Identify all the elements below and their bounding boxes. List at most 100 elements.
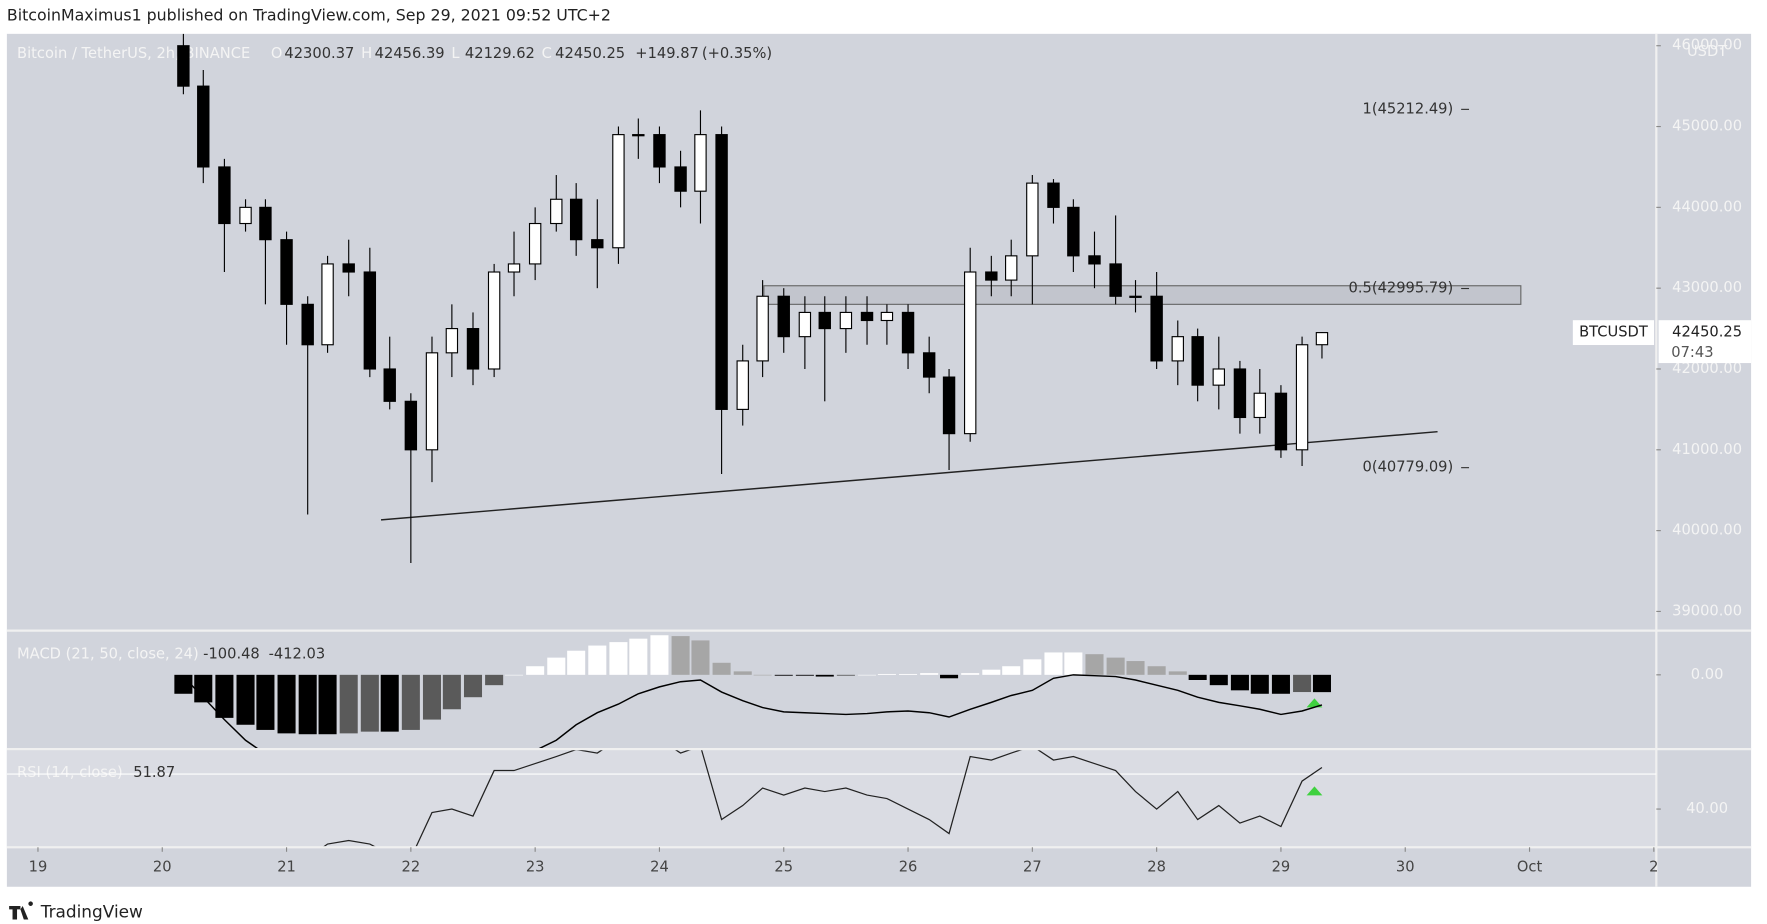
x-tick-label: 30 xyxy=(1396,859,1415,876)
candle-body xyxy=(756,295,769,362)
logo-mark xyxy=(9,901,33,920)
candle-body xyxy=(239,206,252,225)
x-tick-label: 27 xyxy=(1023,859,1042,876)
macd-histogram-bar xyxy=(1293,674,1312,693)
x-tick-label: Oct xyxy=(1517,859,1543,876)
candle-body xyxy=(715,134,728,410)
footer-logo: TradingView xyxy=(9,901,143,922)
candle-body xyxy=(507,263,521,273)
macd-histogram-bar xyxy=(194,674,213,703)
candle-body xyxy=(259,206,272,241)
candle-body xyxy=(922,352,936,378)
macd-histogram-bar xyxy=(815,674,834,677)
macd-histogram-bar xyxy=(899,673,918,675)
indicator-value: 51.87 xyxy=(133,764,175,781)
x-tick-label: 20 xyxy=(153,859,172,876)
candle-body xyxy=(1171,336,1184,362)
macd-histogram-bar xyxy=(401,674,420,730)
indicator-value: -100.48 xyxy=(203,645,260,662)
y-tick-label: 40.00 xyxy=(1686,800,1728,817)
ohlc-key: L xyxy=(451,45,460,62)
x-tick-label: 23 xyxy=(526,859,545,876)
macd-plot xyxy=(174,635,1331,748)
macd-histogram-bar xyxy=(982,669,1001,675)
macd-histogram-bar xyxy=(609,642,628,675)
x-tick-label: 29 xyxy=(1272,859,1291,876)
macd-histogram-bar xyxy=(504,674,524,676)
ohlc-value: 42456.39 xyxy=(375,45,445,62)
rsi-plot xyxy=(6,750,1657,847)
candle-body xyxy=(839,311,853,330)
candle-body xyxy=(218,166,231,225)
brand: TradingView xyxy=(40,902,143,922)
y-unit: USDT xyxy=(1687,43,1727,60)
ohlc-value: 42450.25 xyxy=(555,45,625,62)
candle-body xyxy=(177,45,190,87)
candle-body xyxy=(301,303,314,346)
rsi-title: RSI (14, close) xyxy=(17,764,123,781)
signal-arrow xyxy=(1306,786,1323,796)
candle-body xyxy=(963,271,977,435)
macd-histogram-bar xyxy=(442,674,461,710)
macd-histogram-bar xyxy=(422,674,442,720)
macd-histogram-bar xyxy=(1250,674,1269,694)
macd-histogram-bar xyxy=(650,635,669,675)
macd-histogram-bar xyxy=(1085,654,1104,675)
fib-label: 0(40779.09) xyxy=(1363,459,1454,476)
x-tick-label: 25 xyxy=(774,859,793,876)
macd-histogram-bar xyxy=(629,638,648,675)
macd-histogram-bar xyxy=(920,673,939,675)
ohlc-key: H xyxy=(361,45,372,62)
fib-label: 1(45212.49) xyxy=(1363,100,1454,117)
macd-histogram-bar xyxy=(691,640,710,675)
candle-body xyxy=(860,311,874,322)
macd-histogram-bar xyxy=(380,674,399,732)
candle-body xyxy=(404,400,418,451)
x-tick-label: 24 xyxy=(650,859,669,876)
macd-histogram-bar xyxy=(339,674,358,734)
chart-frame xyxy=(6,33,1752,887)
publisher: BitcoinMaximus1 published on TradingView… xyxy=(7,5,611,24)
candle-body xyxy=(1212,368,1225,386)
macd-histogram-bar xyxy=(1209,674,1228,686)
macd-histogram-bar xyxy=(753,674,772,676)
candle-body xyxy=(528,222,542,265)
candle-body xyxy=(1026,182,1039,257)
price-tag-countdown: 07:43 xyxy=(1671,344,1713,361)
candle-body xyxy=(1129,295,1142,298)
macd-histogram-bar xyxy=(1312,674,1331,693)
y-tick-label: 40000.00 xyxy=(1672,522,1742,539)
x-tick-label: 2 xyxy=(1649,859,1658,876)
candle-body xyxy=(550,198,563,225)
x-tick-label: 19 xyxy=(29,859,48,876)
candle-body xyxy=(1295,344,1309,451)
rsi-pane xyxy=(6,750,1657,847)
macd-histogram-bar xyxy=(774,674,793,676)
macd-histogram-bar xyxy=(256,674,275,730)
candle-body xyxy=(1067,206,1080,257)
macd-histogram-bar xyxy=(877,673,896,675)
candle-body xyxy=(591,239,604,249)
macd-histogram-bar xyxy=(547,657,566,675)
macd-histogram-bar xyxy=(1044,652,1063,675)
candle-body xyxy=(1005,255,1018,281)
macd-histogram-bar xyxy=(940,674,959,679)
macd-histogram-bar xyxy=(567,650,586,675)
macd-title: MACD (21, 50, close, 24) xyxy=(17,645,199,662)
ohlc-key: C xyxy=(542,45,552,62)
macd-histogram-bar xyxy=(733,671,752,675)
candle-body xyxy=(653,134,666,168)
macd-histogram-bar xyxy=(1106,657,1125,675)
y-tick-label: 42000.00 xyxy=(1672,360,1742,377)
candle-body xyxy=(1150,295,1163,362)
macd-histogram-bar xyxy=(298,674,317,735)
candle-body xyxy=(321,263,334,346)
change-pct: (+0.35%) xyxy=(702,45,772,62)
x-tick-label: 26 xyxy=(899,859,918,876)
candle-body xyxy=(880,311,894,322)
candle-body xyxy=(1315,332,1329,346)
candle-body xyxy=(445,328,459,354)
y-tick-label: 39000.00 xyxy=(1672,602,1742,619)
